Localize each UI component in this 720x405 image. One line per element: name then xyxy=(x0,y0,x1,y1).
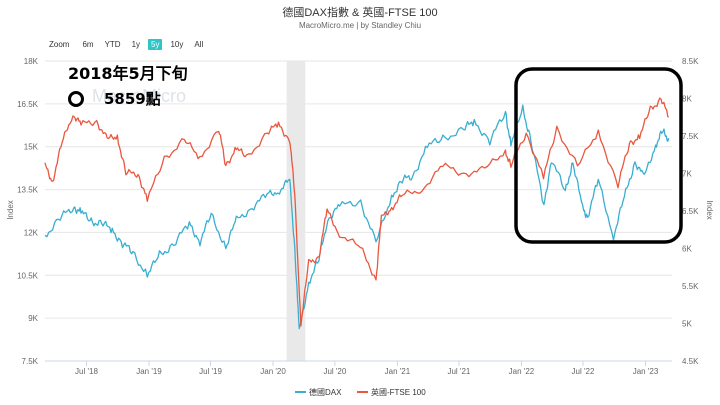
left-tick-label: 12K xyxy=(24,228,39,237)
x-tick-label: Jan '23 xyxy=(633,367,659,376)
right-tick-label: 7K xyxy=(682,170,692,179)
zoom-bar: Zoom 6m YTD 1y 5y 10y All xyxy=(49,39,211,50)
right-tick-label: 6.5K xyxy=(682,207,699,216)
x-tick-label: Jul '21 xyxy=(447,367,470,376)
left-tick-label: 13.5K xyxy=(17,186,39,195)
x-tick-label: Jan '20 xyxy=(260,367,286,376)
annotation-value: 5859點 xyxy=(104,90,161,108)
watermark-text: MacroMicro xyxy=(92,86,186,106)
x-tick-label: Jul '20 xyxy=(323,367,346,376)
left-axis-title: Index xyxy=(6,200,15,220)
x-tick-label: Jul '18 xyxy=(75,367,98,376)
highlight-box xyxy=(514,67,683,244)
chart-title: 德國DAX指數 & 英國-FTSE 100 xyxy=(282,7,438,19)
legend-ftse-label[interactable]: 英國-FTSE 100 xyxy=(371,387,426,397)
right-tick-label: 7.5K xyxy=(682,132,699,141)
x-axis-ticks: Jul '18 Jan '19 Jul '19 Jan '20 Jul '20 Jan '… xyxy=(75,361,659,376)
chart-subtitle: MacroMicro.me | by Standley Chiu xyxy=(298,21,422,30)
zoom-all-button[interactable]: All xyxy=(194,40,204,49)
zoom-10y-button[interactable]: 10y xyxy=(170,40,184,49)
grid-lines xyxy=(45,60,672,319)
legend-dax-label[interactable]: 德國DAX xyxy=(309,387,342,397)
right-tick-label: 8.5K xyxy=(682,57,699,66)
x-tick-label: Jul '22 xyxy=(572,367,595,376)
legend: 德國DAX 英國-FTSE 100 xyxy=(295,387,426,397)
zoom-1y-button[interactable]: 1y xyxy=(131,40,141,49)
series-lines xyxy=(44,97,670,330)
zoom-6m-button[interactable]: 6m xyxy=(82,40,94,49)
annotation-date: 2018年5月下旬 xyxy=(68,64,188,83)
left-tick-label: 18K xyxy=(24,57,39,66)
right-tick-label: 4.5K xyxy=(682,357,699,366)
zoom-ytd-button[interactable]: YTD xyxy=(104,40,121,49)
zoom-5y-button[interactable]: 5y xyxy=(148,39,163,50)
dax-series-line xyxy=(44,104,670,330)
left-tick-label: 9K xyxy=(28,314,38,323)
zoom-label: Zoom xyxy=(49,40,70,49)
right-tick-label: 6K xyxy=(682,245,692,254)
left-tick-label: 16.5K xyxy=(17,100,39,109)
x-tick-label: Jan '21 xyxy=(385,367,411,376)
right-axis-ticks: 8.5K 8K 7.5K 7K 6.5K 6K 5.5K 5K 4.5K xyxy=(682,57,699,366)
left-tick-label: 7.5K xyxy=(22,357,39,366)
x-tick-label: Jan '19 xyxy=(136,367,162,376)
x-tick-label: Jul '19 xyxy=(199,367,222,376)
annotation-marker-icon xyxy=(68,91,84,107)
right-tick-label: 8K xyxy=(682,95,692,104)
left-axis-ticks: 18K 16.5K 15K 13.5K 12K 10.5K 9K 7.5K xyxy=(17,57,39,366)
right-tick-label: 5K xyxy=(682,320,692,329)
right-tick-label: 5.5K xyxy=(682,282,699,291)
ftse-series-line xyxy=(44,97,670,327)
left-tick-label: 15K xyxy=(24,143,39,152)
left-tick-label: 10.5K xyxy=(17,271,39,280)
x-tick-label: Jan '22 xyxy=(509,367,535,376)
right-axis-title: Index xyxy=(705,200,714,220)
